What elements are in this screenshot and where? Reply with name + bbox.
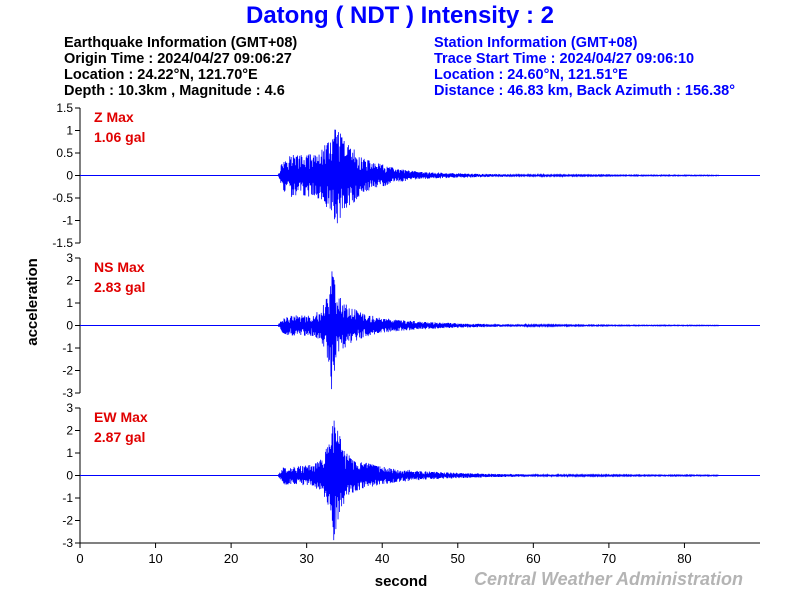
y-tick-label: -2 [62, 364, 73, 378]
x-tick-label: 80 [677, 551, 691, 566]
y-tick-label: -1.5 [52, 236, 73, 250]
chart-title: Datong ( NDT ) Intensity : 2 [246, 2, 554, 29]
station-distance: Distance : 46.83 km, Back Azimuth : 156.… [434, 83, 736, 99]
panel-ew: 3 2 1 0 -1 -2 -3 EW Max 2.87 gal [62, 401, 760, 550]
origin-time: Origin Time : 2024/04/27 09:06:27 [64, 51, 292, 67]
station-info: Station Information (GMT+08) Trace Start… [434, 35, 735, 99]
x-tick-label: 20 [224, 551, 238, 566]
trace-start-time: Trace Start Time : 2024/04/27 09:06:10 [434, 51, 695, 67]
x-tick-label: 30 [299, 551, 313, 566]
max-label: NS Max [94, 259, 145, 275]
y-tick-label: 0.5 [56, 146, 73, 160]
x-tick-label: 40 [375, 551, 389, 566]
waveform-trace-z [80, 129, 760, 224]
waveform-trace-ns [80, 271, 760, 390]
panel-z: 1.5 1 0.5 0 -0.5 -1 -1.5 Z Max 1.06 gal [52, 101, 760, 250]
earthquake-info: Earthquake Information (GMT+08) Origin T… [64, 35, 297, 99]
max-value: 2.87 gal [94, 429, 145, 445]
y-tick-label: 0 [66, 169, 73, 183]
max-value: 1.06 gal [94, 129, 145, 145]
x-tick-label: 10 [148, 551, 162, 566]
x-tick-label: 0 [76, 551, 83, 566]
y-tick-label: -2 [62, 514, 73, 528]
max-label: EW Max [94, 409, 148, 425]
y-tick-label: 1 [66, 446, 73, 460]
y-tick-label: 2 [66, 424, 73, 438]
y-tick-label: 1 [66, 124, 73, 138]
y-tick-label: -1 [62, 491, 73, 505]
y-axis-label: acceleration [24, 258, 41, 346]
y-tick-label: 3 [66, 401, 73, 415]
epicenter-location: Location : 24.22°N, 121.70°E [64, 67, 258, 83]
max-label: Z Max [94, 109, 134, 125]
y-tick-label: -3 [62, 386, 73, 400]
earthquake-info-heading: Earthquake Information (GMT+08) [64, 35, 298, 51]
panel-ns: 3 2 1 0 -1 -2 -3 NS Max 2.83 gal [62, 251, 760, 400]
y-tick-label: -1 [62, 341, 73, 355]
x-tick-label: 50 [451, 551, 465, 566]
y-tick-label: -1 [62, 214, 73, 228]
waveform-trace-ew [80, 420, 760, 541]
x-tick-label: 60 [526, 551, 540, 566]
x-tick-label: 70 [602, 551, 616, 566]
y-tick-label: 3 [66, 251, 73, 265]
station-info-heading: Station Information (GMT+08) [434, 35, 638, 51]
y-tick-label: -0.5 [52, 191, 73, 205]
y-tick-label: 0 [66, 469, 73, 483]
depth-magnitude: Depth : 10.3km , Magnitude : 4.6 [64, 83, 285, 99]
y-tick-label: -3 [62, 536, 73, 550]
x-axis-label: second [375, 573, 428, 590]
y-tick-label: 1.5 [56, 101, 73, 115]
y-tick-label: 2 [66, 274, 73, 288]
y-tick-label: 1 [66, 296, 73, 310]
max-value: 2.83 gal [94, 279, 145, 295]
station-location: Location : 24.60°N, 121.51°E [434, 67, 628, 83]
y-tick-label: 0 [66, 319, 73, 333]
agency-credit: Central Weather Administration [474, 569, 744, 589]
